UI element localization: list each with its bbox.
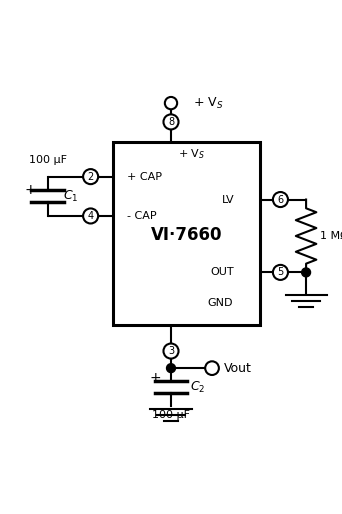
Circle shape <box>83 169 98 184</box>
Text: +: + <box>150 372 161 386</box>
Circle shape <box>167 364 175 373</box>
Text: 5: 5 <box>277 267 284 278</box>
Circle shape <box>163 115 179 130</box>
Text: 2: 2 <box>88 172 94 181</box>
Text: + V$_S$: + V$_S$ <box>178 148 205 161</box>
Circle shape <box>302 268 311 277</box>
Text: 1 MΩ: 1 MΩ <box>320 231 342 242</box>
Circle shape <box>273 265 288 280</box>
Text: 3: 3 <box>168 346 174 356</box>
Text: +: + <box>25 183 37 197</box>
Text: 100 μF: 100 μF <box>29 155 67 164</box>
Text: 4: 4 <box>88 211 94 221</box>
Text: 100 μF: 100 μF <box>152 410 190 420</box>
Circle shape <box>273 192 288 207</box>
Text: $+$ V$_S$: $+$ V$_S$ <box>193 96 224 111</box>
Text: + CAP: + CAP <box>127 172 161 181</box>
Text: 8: 8 <box>168 117 174 127</box>
Circle shape <box>163 343 179 359</box>
Text: LV: LV <box>222 194 234 205</box>
Text: 6: 6 <box>277 194 284 205</box>
Text: OUT: OUT <box>211 267 234 278</box>
Circle shape <box>83 209 98 224</box>
Text: - CAP: - CAP <box>127 211 156 221</box>
Bar <box>113 142 260 325</box>
Text: Vout: Vout <box>224 362 252 375</box>
Text: $C_2$: $C_2$ <box>190 379 205 395</box>
Text: VI·7660: VI·7660 <box>150 226 222 244</box>
Text: -: - <box>118 319 122 328</box>
Text: $C_1$: $C_1$ <box>63 189 79 204</box>
Text: GND: GND <box>207 298 233 308</box>
